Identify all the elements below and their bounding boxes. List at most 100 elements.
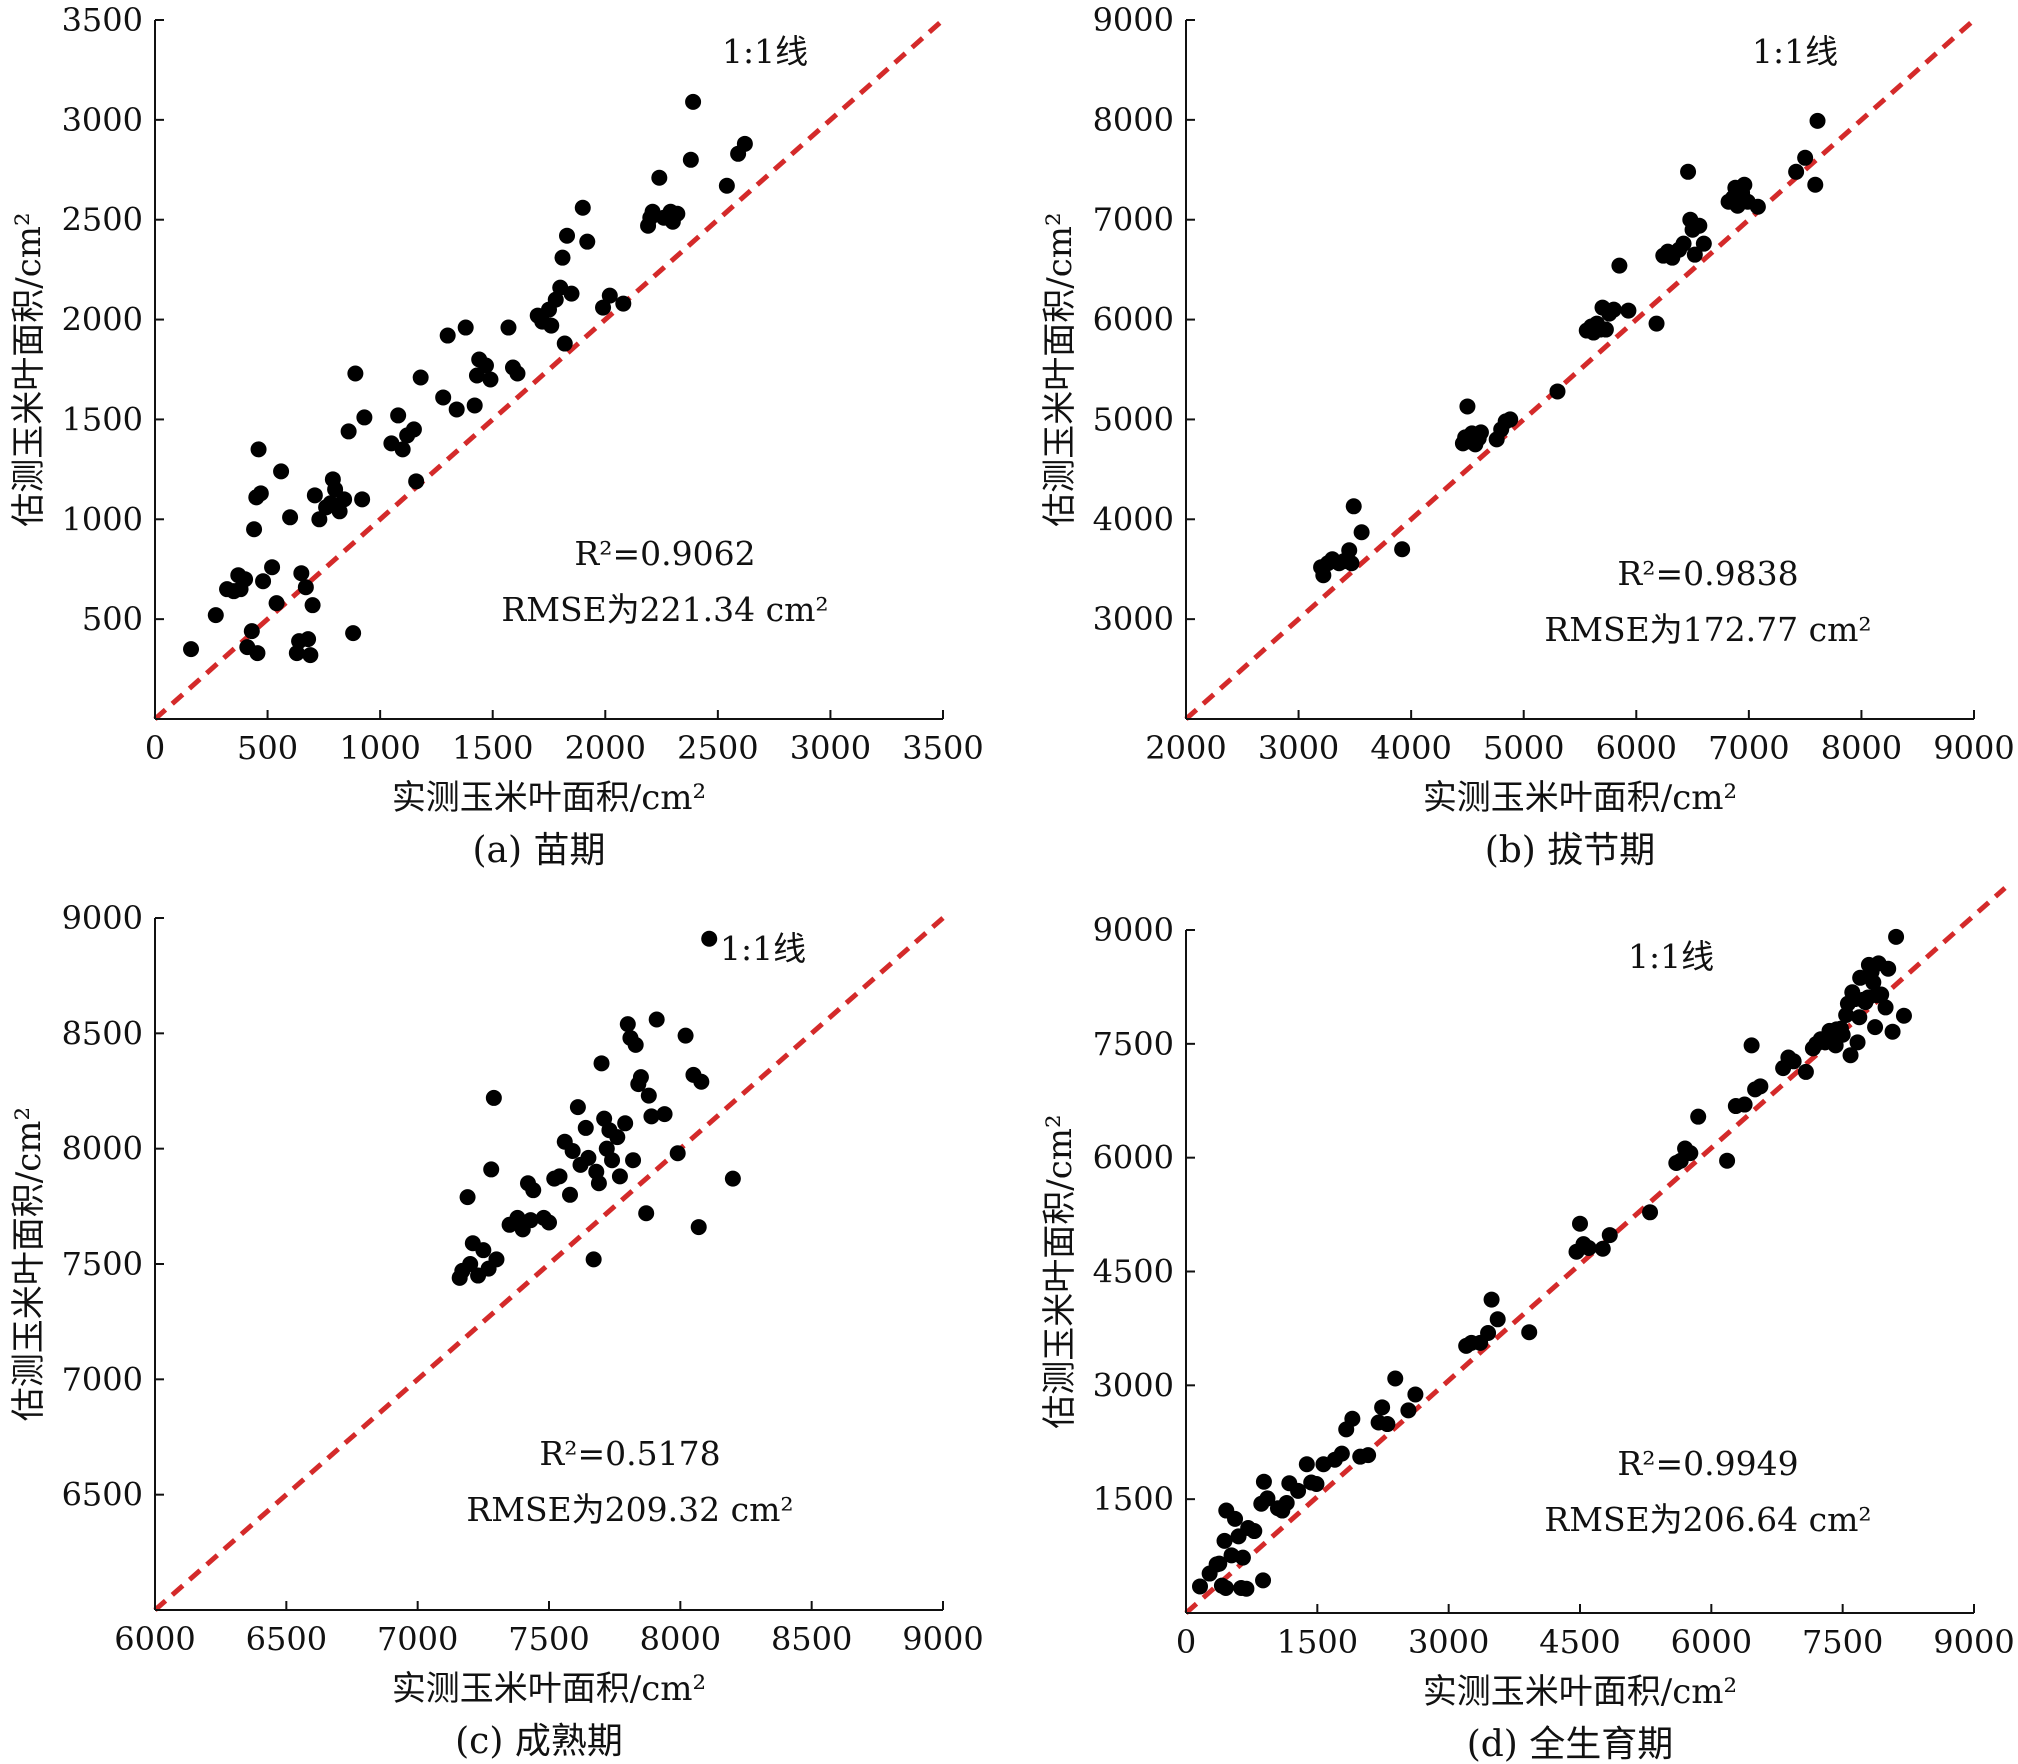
data-point — [1387, 1370, 1404, 1387]
data-point — [736, 135, 753, 152]
data-point — [1834, 1026, 1851, 1043]
data-point — [1851, 1009, 1868, 1026]
data-point — [638, 1205, 655, 1222]
data-point — [579, 233, 596, 250]
data-point — [1308, 1475, 1325, 1492]
data-point — [500, 319, 517, 336]
y-tick-label: 8000 — [62, 1130, 143, 1168]
data-point — [1788, 163, 1805, 180]
data-point — [1227, 1510, 1244, 1527]
data-point — [459, 1189, 476, 1206]
data-point — [466, 397, 483, 414]
y-axis-label: 估测玉米叶面积/cm² — [9, 212, 49, 526]
chart-panel-1: 2000 3000 4000 5000 6000 7000 8000 9000 3000 4000… — [1040, 1, 2015, 871]
data-point — [1797, 149, 1814, 166]
data-point — [1290, 1482, 1307, 1499]
data-point — [604, 1152, 621, 1169]
x-tick-label: 500 — [237, 729, 298, 767]
chart-panel-3: 0 1500 3000 4500 6000 7500 9000 1500 3000 4500 600… — [1040, 886, 2015, 1764]
x-tick-label: 0 — [145, 729, 165, 767]
data-point — [625, 1152, 642, 1169]
reference-line-label: 1:1线 — [1752, 32, 1838, 71]
y-tick-label: 6500 — [62, 1476, 143, 1514]
data-point — [354, 491, 371, 508]
data-point — [564, 1142, 581, 1159]
data-point — [1379, 1416, 1396, 1433]
x-tick-label: 7500 — [508, 1620, 589, 1658]
data-point — [609, 1129, 626, 1146]
data-point — [1246, 1523, 1263, 1540]
data-point — [690, 1219, 707, 1236]
data-point — [590, 1175, 607, 1192]
data-point — [1686, 246, 1703, 263]
x-tick-label: 3500 — [902, 729, 983, 767]
data-point — [627, 1036, 644, 1053]
data-point — [1601, 1227, 1618, 1244]
data-point — [1353, 524, 1370, 541]
data-point — [1867, 1019, 1884, 1036]
data-point — [390, 407, 407, 424]
y-tick-label: 9000 — [1093, 1, 1174, 39]
x-tick-label: 2000 — [1145, 729, 1226, 767]
x-tick-label: 7000 — [1708, 729, 1789, 767]
y-tick-label: 9000 — [62, 899, 143, 937]
data-point — [648, 1011, 665, 1028]
data-point — [543, 317, 560, 334]
data-point — [1648, 315, 1665, 332]
data-point — [1343, 555, 1360, 572]
data-point — [311, 511, 328, 528]
x-tick-label: 1500 — [1277, 1623, 1358, 1661]
data-point — [677, 1027, 694, 1044]
x-tick-label: 6000 — [1596, 729, 1677, 767]
data-point — [1682, 1145, 1699, 1162]
data-point — [569, 1099, 586, 1116]
data-point — [1483, 1291, 1500, 1308]
data-point — [1642, 1204, 1659, 1221]
x-tick-label: 3000 — [1408, 1623, 1489, 1661]
data-point — [541, 1214, 557, 1231]
data-point — [304, 597, 321, 614]
y-tick-label: 6000 — [1093, 301, 1174, 339]
y-tick-label: 500 — [82, 600, 143, 638]
y-tick-label: 7500 — [62, 1245, 143, 1283]
data-point — [669, 1145, 686, 1162]
data-point — [1690, 1108, 1707, 1125]
data-point — [1278, 1494, 1295, 1511]
data-point — [1749, 198, 1766, 215]
data-point — [1216, 1532, 1233, 1549]
data-point — [1360, 1447, 1377, 1464]
data-point — [724, 1170, 741, 1187]
data-point — [580, 1149, 597, 1166]
x-tick-label: 8000 — [1821, 729, 1902, 767]
data-point — [1888, 928, 1905, 945]
data-point — [462, 1256, 479, 1272]
data-point — [336, 491, 353, 508]
data-point — [1572, 1215, 1588, 1232]
x-axis-label: 实测玉米叶面积/cm² — [392, 778, 706, 818]
data-point — [1238, 1580, 1255, 1597]
y-tick-label: 5000 — [1093, 400, 1174, 438]
x-tick-label: 9000 — [902, 1620, 983, 1658]
data-point — [1472, 424, 1489, 441]
reference-line — [1184, 18, 1976, 721]
y-tick-label: 2000 — [62, 301, 143, 339]
rmse-label: RMSE为206.64 cm² — [1544, 1500, 1871, 1539]
data-point — [1459, 398, 1476, 415]
data-point — [1480, 1324, 1497, 1341]
data-point — [1211, 1555, 1228, 1572]
data-point — [347, 365, 364, 382]
data-point — [1298, 1456, 1315, 1473]
x-axis-label: 实测玉米叶面积/cm² — [392, 1669, 706, 1709]
data-point — [435, 389, 452, 406]
data-point — [1873, 986, 1890, 1003]
data-point — [412, 369, 429, 386]
data-point — [525, 1182, 542, 1199]
data-point — [243, 623, 260, 640]
x-tick-label: 2500 — [677, 729, 758, 767]
data-point — [255, 573, 272, 590]
x-axis-label: 实测玉米叶面积/cm² — [1423, 1672, 1737, 1712]
y-tick-label: 2500 — [62, 201, 143, 239]
data-point — [1877, 999, 1894, 1016]
data-point — [1895, 1007, 1912, 1024]
data-point — [685, 93, 702, 110]
